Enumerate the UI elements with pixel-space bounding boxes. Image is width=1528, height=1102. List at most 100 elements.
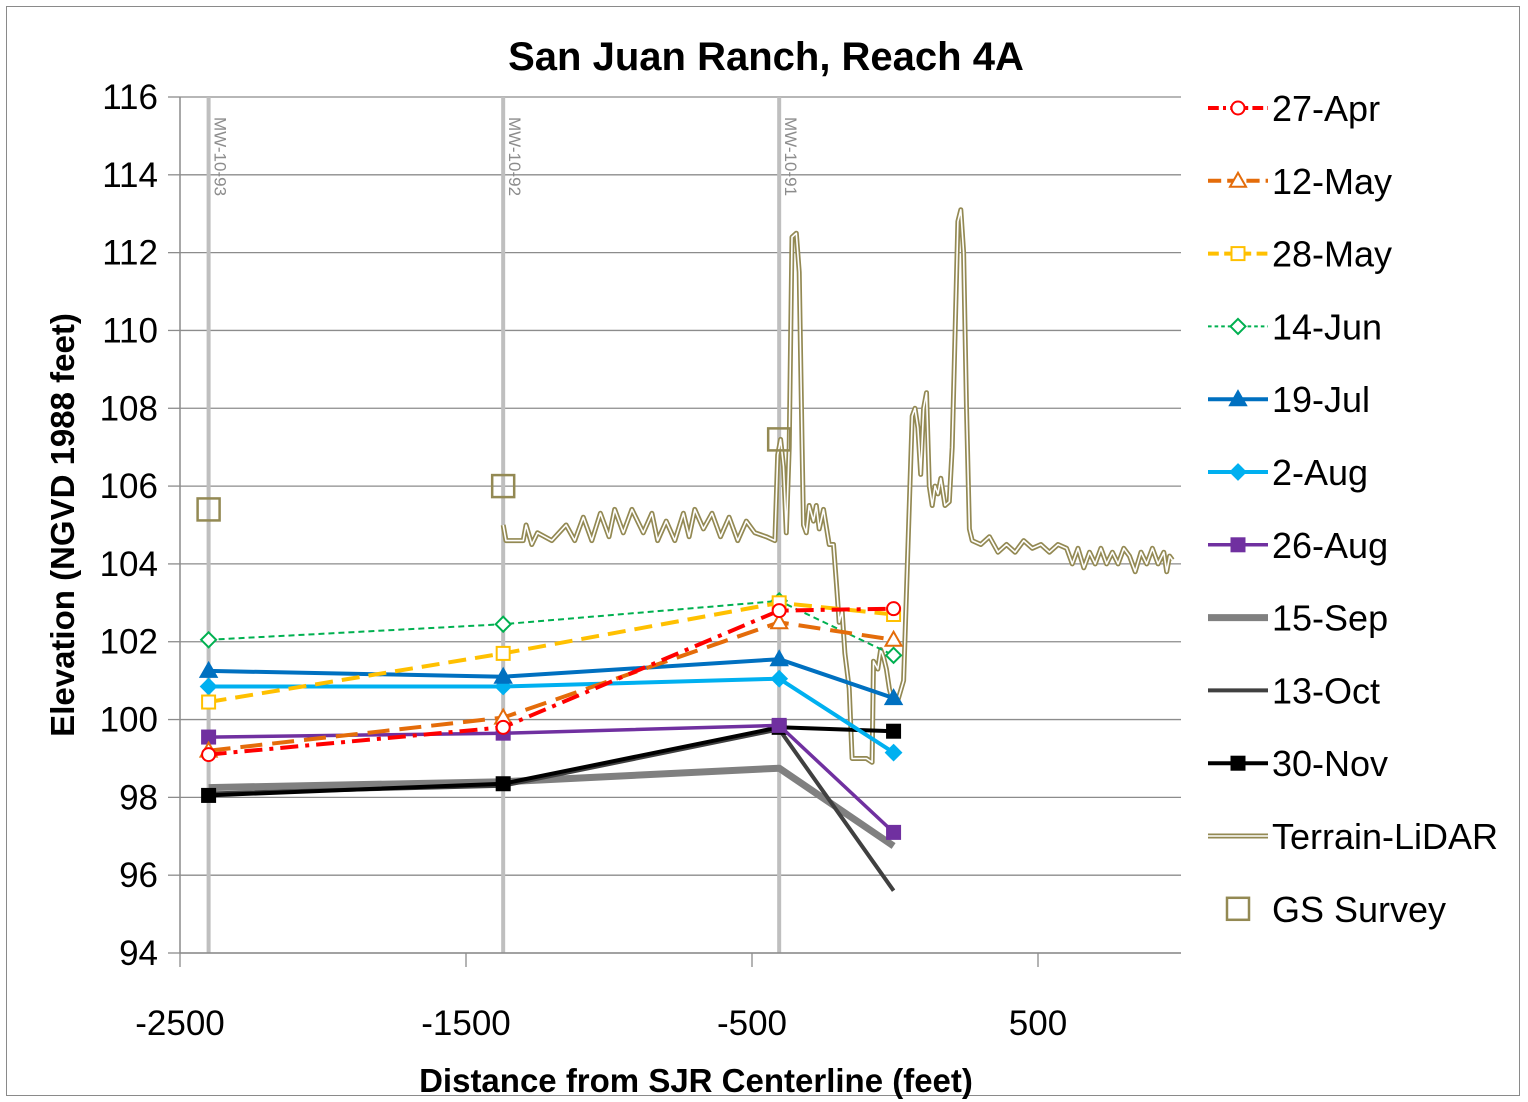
y-tick-label: 110 (102, 311, 158, 350)
series-line-19-jul (208, 657, 895, 700)
legend-marker (1230, 537, 1246, 553)
legend-label: GS Survey (1272, 889, 1446, 930)
y-tick-label: 108 (100, 389, 158, 428)
well-label-mw-10-92: MW-10-92 (505, 117, 524, 196)
series-line-27-apr (208, 606, 894, 757)
legend-item-19-jul: 19-Jul (1208, 379, 1370, 420)
series-line-15-sep (208, 764, 896, 849)
data-point-28-may (201, 694, 217, 710)
legend-item-15-sep: 15-Sep (1208, 598, 1388, 639)
data-point-27-apr (495, 719, 511, 735)
legend: 27-Apr 12-May 28-May 14-Jun 19-Jul 2-Aug 26-Au… (1208, 88, 1498, 930)
legend-item-30-nov: 30-Nov (1208, 743, 1388, 784)
y-tick-label: 106 (100, 467, 158, 506)
series-terrain-lidar (500, 207, 1175, 765)
data-point-gs-survey (196, 497, 221, 522)
y-tick-label: 94 (119, 934, 158, 973)
legend-item-28-may: 28-May (1208, 234, 1392, 275)
y-tick-label: 114 (102, 156, 158, 195)
series-layer (196, 207, 1175, 892)
y-tick-label: 96 (119, 856, 158, 895)
data-point-2-aug (199, 677, 218, 696)
gridlines (168, 96, 1181, 954)
y-tick-label: 116 (102, 78, 158, 117)
legend-item-14-jun: 14-Jun (1208, 306, 1382, 347)
legend-marker (1230, 246, 1246, 262)
legend-marker (1228, 170, 1248, 188)
data-point-19-jul (493, 666, 513, 684)
legend-item-26-aug: 26-Aug (1208, 525, 1388, 566)
legend-item-13-oct: 13-Oct (1208, 670, 1380, 711)
series-line-14-jun (208, 599, 895, 657)
legend-marker (1228, 389, 1248, 407)
data-point-30-nov (201, 787, 217, 803)
legend-item-2-aug: 2-Aug (1208, 452, 1368, 493)
legend-label: 28-May (1272, 234, 1392, 275)
legend-label: Terrain-LiDAR (1272, 816, 1498, 857)
data-point-27-apr (201, 747, 217, 763)
legend-item-12-may: 12-May (1208, 161, 1392, 202)
legend-item-gs-survey: GS Survey (1225, 889, 1446, 930)
legend-label: 12-May (1272, 161, 1392, 202)
data-point-27-apr (771, 603, 787, 619)
data-point-gs-survey (766, 427, 792, 452)
legend-marker (1230, 100, 1246, 116)
data-point-19-jul (883, 688, 904, 706)
legend-label: 27-Apr (1272, 88, 1380, 129)
data-point-30-nov (886, 723, 902, 739)
terrain-line-inner (502, 209, 1174, 764)
legend-label: 15-Sep (1272, 598, 1388, 639)
data-point-19-jul (198, 660, 219, 678)
series-27-apr (201, 601, 902, 763)
series-28-may (201, 595, 902, 710)
legend-label: 19-Jul (1272, 379, 1370, 420)
x-tick-label: 500 (1009, 1004, 1067, 1043)
legend-item-terrain-lidar: Terrain-LiDAR (1208, 816, 1498, 857)
x-tick-label: -2500 (135, 1004, 225, 1043)
data-point-26-aug (886, 824, 902, 840)
x-axis-label: Distance from SJR Centerline (feet) (419, 1062, 973, 1099)
chart-title: San Juan Ranch, Reach 4A (508, 35, 1024, 79)
data-point-12-may (769, 612, 789, 630)
legend-label: 13-Oct (1272, 670, 1380, 711)
series-line-30-nov (208, 725, 894, 798)
data-point-26-aug (771, 717, 787, 733)
legend-label: 26-Aug (1272, 525, 1388, 566)
data-point-gs-survey (490, 473, 516, 499)
x-tick-label: -500 (717, 1004, 787, 1043)
series-gs-survey (196, 427, 792, 522)
series-19-jul (198, 649, 904, 706)
axes (179, 97, 1181, 967)
data-point-2-aug (770, 669, 789, 688)
y-tick-label: 100 (100, 701, 158, 740)
series-line-13-oct (208, 727, 896, 892)
series-line-12-may (208, 620, 894, 753)
y-axis-label: Elevation (NGVD 1988 feet) (44, 313, 81, 737)
legend-marker (1230, 755, 1246, 771)
series-2-aug (199, 669, 903, 762)
data-point-27-apr (886, 601, 902, 617)
legend-marker (1229, 463, 1247, 481)
y-tick-label: 112 (102, 234, 158, 273)
series-13-oct (208, 727, 896, 892)
data-point-2-aug (884, 743, 903, 762)
data-point-14-jun (494, 615, 513, 634)
series-15-sep (208, 764, 896, 849)
series-line-2-aug (208, 676, 895, 755)
legend-label: 14-Jun (1272, 306, 1382, 347)
x-tick-labels: -2500 -1500 -500 500 (135, 1004, 1067, 1043)
legend-marker (1225, 896, 1251, 922)
legend-label: 30-Nov (1272, 743, 1388, 784)
data-point-30-nov (495, 776, 511, 792)
x-tick-label: -1500 (421, 1004, 511, 1043)
well-label-mw-10-91: MW-10-91 (781, 117, 800, 196)
data-point-14-jun (199, 630, 218, 649)
y-tick-label: 104 (100, 545, 158, 584)
well-label-mw-10-93: MW-10-93 (211, 117, 230, 196)
y-tick-label: 102 (100, 623, 158, 662)
legend-marker (1229, 317, 1247, 336)
y-tick-labels: 94 96 98 100 102 104 106 108 110 112 114 116 (100, 78, 158, 973)
y-tick-label: 98 (119, 778, 158, 817)
chart-frame (6, 6, 1520, 1096)
